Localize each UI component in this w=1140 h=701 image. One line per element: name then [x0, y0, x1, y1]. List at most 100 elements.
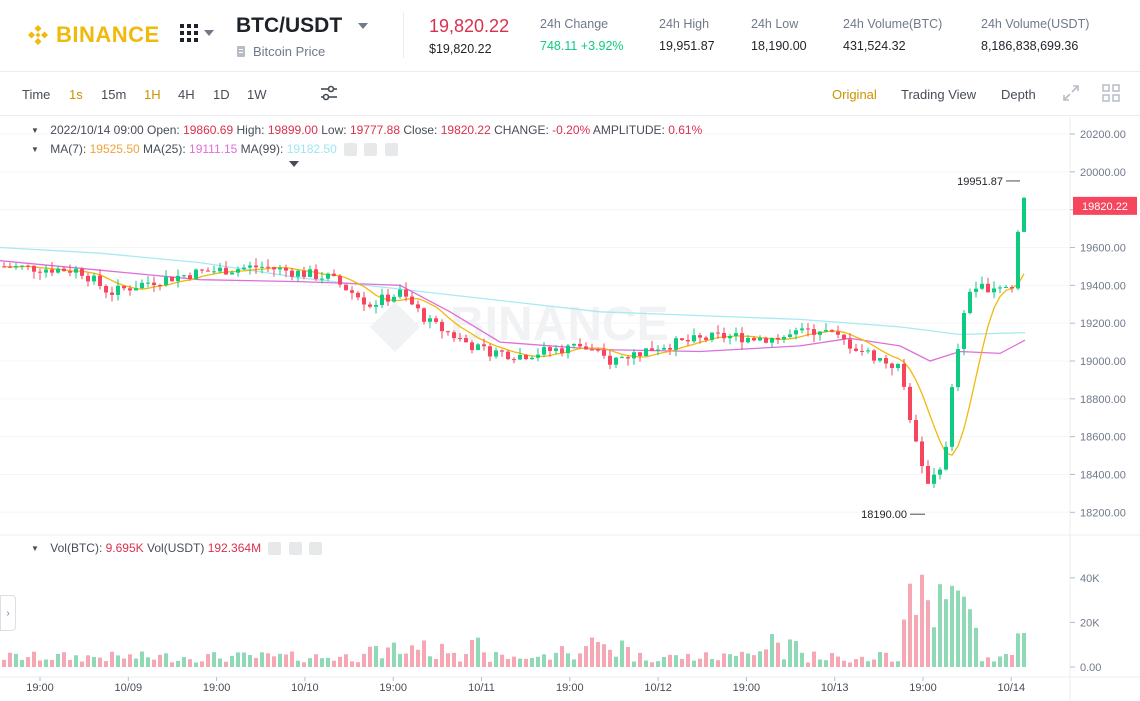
candle-body	[488, 346, 492, 357]
candle-body	[302, 270, 306, 277]
volume-bar	[128, 654, 132, 667]
volume-bar	[188, 659, 192, 667]
volume-bar	[656, 661, 660, 667]
candle-body	[398, 289, 402, 297]
volume-bar	[872, 659, 876, 667]
volume-bar	[278, 653, 282, 667]
candle-body	[830, 330, 834, 332]
stat-label: 24h Low	[751, 17, 799, 31]
chart-area[interactable]: BINANCE 20200.0020000.0019800.0019600.00…	[0, 117, 1140, 701]
candle-body	[572, 343, 576, 346]
interval-more-caret-icon[interactable]	[289, 161, 299, 167]
candle-body	[926, 465, 930, 484]
stat-24h-high: 24h High 19,951.87	[659, 17, 715, 53]
candle-body	[578, 343, 582, 347]
pair-selector[interactable]: BTC/USDT Bitcoin Price	[236, 14, 369, 59]
candlestick-chart[interactable]: BINANCE 20200.0020000.0019800.0019600.00…	[0, 117, 1140, 701]
view-trading-view[interactable]: Trading View	[901, 87, 977, 102]
interval-1s[interactable]: 1s	[69, 87, 83, 102]
candle-body	[560, 348, 564, 354]
candle-body	[536, 354, 540, 358]
volume-bar	[626, 646, 630, 667]
collapse-triangle-icon[interactable]: ▼	[31, 544, 39, 553]
volume-bar	[254, 657, 258, 667]
binance-logo[interactable]: BINANCE	[26, 22, 160, 48]
interval-4h[interactable]: 4H	[178, 87, 195, 102]
volume-bar	[26, 657, 30, 667]
apps-menu-button[interactable]	[180, 24, 214, 42]
settings-icon[interactable]	[364, 143, 378, 157]
legend-amp-label: AMPLITUDE:	[592, 123, 665, 137]
layout-grid-icon[interactable]	[1102, 84, 1120, 102]
volume-bar	[200, 661, 204, 667]
time-axis-label: 19:00	[909, 682, 937, 694]
volume-bar	[602, 644, 606, 667]
volume-bar	[650, 662, 654, 667]
volume-bar	[122, 658, 126, 667]
pair-subtitle[interactable]: Bitcoin Price	[253, 44, 326, 59]
candle-body	[380, 294, 384, 306]
legend-close-label: Close:	[403, 123, 438, 137]
candle-body	[326, 273, 330, 279]
candle-body	[818, 331, 822, 335]
interval-1w[interactable]: 1W	[247, 87, 267, 102]
view-original[interactable]: Original	[832, 87, 877, 102]
volume-bar	[536, 656, 540, 667]
candle-body	[140, 282, 144, 289]
price-axis-tick: 18800.00	[1080, 394, 1126, 406]
volume-bar	[356, 662, 360, 667]
collapse-triangle-icon[interactable]: ▼	[31, 145, 39, 154]
volume-bar	[560, 646, 564, 667]
candle-body	[74, 268, 78, 273]
close-icon[interactable]	[309, 542, 323, 556]
candle-body	[344, 284, 348, 291]
fullscreen-icon[interactable]	[1062, 84, 1080, 102]
volume-bar	[500, 654, 504, 667]
candle-body	[680, 338, 684, 341]
candle-body	[158, 285, 162, 287]
settings-icon[interactable]	[288, 542, 302, 556]
header-divider	[403, 12, 404, 58]
interval-1d[interactable]: 1D	[213, 87, 230, 102]
volume-bar	[1010, 655, 1014, 667]
price-axis-tick: 20000.00	[1080, 167, 1126, 179]
volume-bar	[914, 614, 918, 667]
eye-icon[interactable]	[268, 542, 282, 556]
indicator-settings-icon[interactable]	[320, 85, 338, 101]
interval-1h[interactable]: 1H	[144, 87, 161, 102]
close-icon[interactable]	[384, 143, 398, 157]
volume-bar	[926, 600, 930, 667]
volume-bar	[326, 657, 330, 667]
candle-body	[962, 313, 966, 349]
legend-vol-btc-label: Vol(BTC):	[50, 541, 103, 555]
stat-value: 748.11 +3.92%	[540, 39, 624, 53]
volume-bar	[248, 654, 252, 667]
volume-axis-tick: 40K	[1080, 573, 1100, 585]
stat-value: 8,186,838,699.36	[981, 39, 1079, 53]
volume-bar	[974, 627, 978, 667]
candle-body	[356, 292, 360, 298]
price-axis-tick: 20200.00	[1080, 129, 1126, 141]
view-depth[interactable]: Depth	[1001, 87, 1036, 102]
volume-bar	[410, 645, 414, 667]
candle-body	[752, 337, 756, 341]
candle-body	[116, 285, 120, 295]
volume-bar	[266, 653, 270, 667]
volume-bar	[56, 653, 60, 667]
volume-bar	[836, 656, 840, 667]
price-axis-tick: 19200.00	[1080, 318, 1126, 330]
interval-15m[interactable]: 15m	[101, 87, 127, 102]
candle-body	[410, 296, 414, 305]
collapse-triangle-icon[interactable]: ▼	[31, 126, 39, 135]
candle-body	[146, 282, 150, 284]
legend-vol-usdt: 192.364M	[207, 541, 262, 555]
eye-icon[interactable]	[344, 143, 358, 157]
price-axis-tick: 18400.00	[1080, 469, 1126, 481]
expand-panel-button[interactable]: ›	[0, 595, 16, 631]
interval-time[interactable]: Time	[22, 87, 51, 102]
volume-bar	[572, 659, 576, 667]
volume-bar	[320, 658, 324, 667]
volume-bar	[860, 656, 864, 667]
candle-body	[152, 282, 156, 286]
candle-body	[644, 348, 648, 357]
